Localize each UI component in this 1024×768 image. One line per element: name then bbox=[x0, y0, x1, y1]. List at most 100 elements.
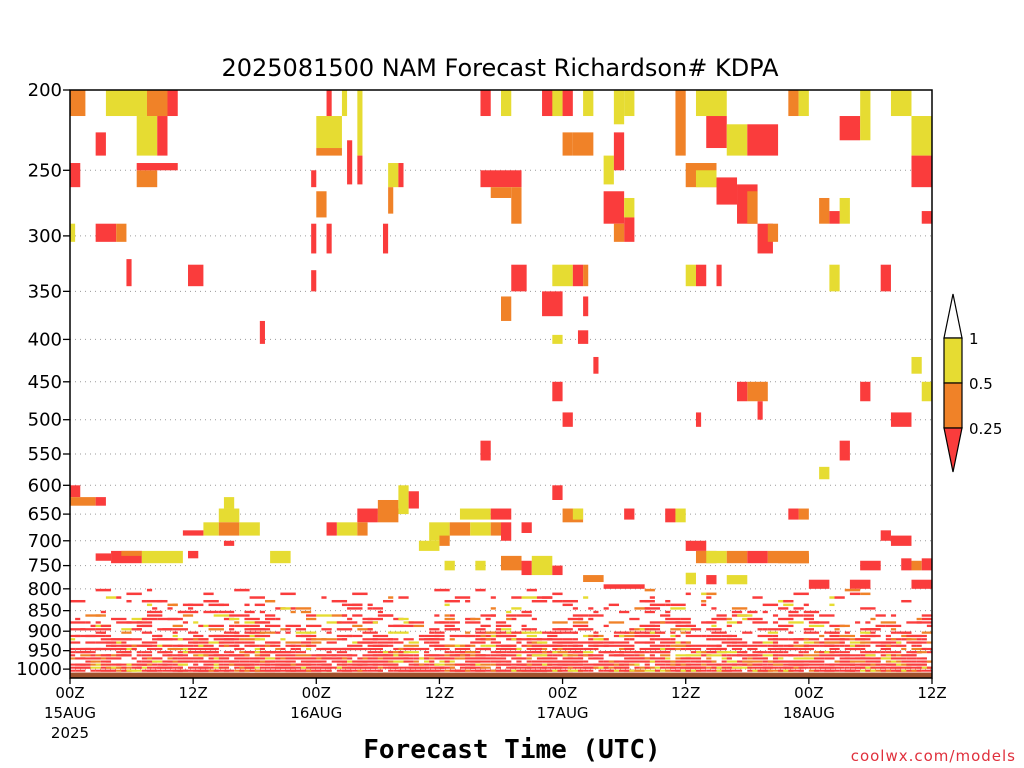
ri-cell-pbl bbox=[531, 617, 537, 621]
ri-cell-pbl bbox=[875, 669, 886, 672]
ri-cell-pbl bbox=[706, 596, 712, 599]
ri-cell-pbl bbox=[229, 660, 235, 663]
ri-cell-pbl bbox=[264, 663, 271, 666]
ri-cell bbox=[726, 124, 748, 156]
boundary-layer-cells bbox=[70, 588, 932, 675]
plot-area bbox=[69, 89, 933, 679]
ri-cell-pbl bbox=[306, 624, 322, 628]
ri-cell-pbl bbox=[275, 669, 281, 672]
ri-cell-pbl bbox=[634, 631, 640, 634]
ri-cell-pbl bbox=[424, 666, 430, 669]
ri-cell-pbl bbox=[706, 660, 712, 663]
ri-cell-pbl bbox=[813, 660, 820, 663]
ri-cell-pbl bbox=[583, 647, 594, 651]
ri-cell-pbl bbox=[275, 647, 281, 651]
ri-cell-pbl bbox=[480, 669, 486, 672]
ri-cell-pbl bbox=[264, 634, 271, 638]
ri-cell-pbl bbox=[742, 657, 748, 660]
ri-cell-pbl bbox=[480, 634, 486, 638]
ri-cell-pbl bbox=[788, 631, 794, 634]
ri-cell-pbl bbox=[80, 647, 91, 651]
ri-cell-pbl bbox=[634, 663, 640, 666]
ri-cell-pbl bbox=[244, 610, 255, 614]
ri-cell-pbl bbox=[126, 621, 142, 624]
ri-cell-pbl bbox=[249, 666, 255, 669]
ri-cell-pbl bbox=[290, 666, 296, 669]
ri-cell-pbl bbox=[424, 641, 430, 644]
ri-cell bbox=[839, 116, 861, 141]
ri-cell-pbl bbox=[429, 628, 440, 631]
ri-cell-pbl bbox=[331, 614, 348, 617]
ri-cell bbox=[490, 522, 501, 536]
ri-cell-pbl bbox=[706, 669, 712, 672]
ri-cell-pbl bbox=[347, 666, 353, 669]
ri-cell-pbl bbox=[511, 607, 522, 610]
ri-cell-pbl bbox=[890, 660, 897, 663]
ri-cell bbox=[849, 579, 871, 589]
ri-cell-pbl bbox=[285, 654, 296, 657]
ri-cell-pbl bbox=[752, 666, 768, 669]
ri-cell bbox=[665, 508, 676, 523]
ri-cell bbox=[675, 508, 686, 523]
ri-cell-pbl bbox=[583, 669, 589, 672]
ri-cell bbox=[105, 90, 147, 117]
ri-cell-pbl bbox=[567, 617, 584, 621]
ri-cell bbox=[357, 522, 368, 536]
ri-cell-pbl bbox=[311, 666, 317, 669]
ri-cell-pbl bbox=[439, 666, 445, 669]
ri-cell-pbl bbox=[839, 638, 850, 641]
ri-cell-pbl bbox=[870, 666, 876, 669]
ri-cell-pbl bbox=[141, 666, 147, 669]
ri-cell-pbl bbox=[649, 621, 666, 624]
ri-cell-pbl bbox=[911, 647, 927, 651]
ri-cell-pbl bbox=[603, 624, 609, 628]
ri-cell-pbl bbox=[111, 666, 117, 669]
ri-cell-pbl bbox=[280, 607, 291, 610]
colorbar-label: 1 bbox=[969, 330, 979, 348]
ri-cell-pbl bbox=[465, 634, 476, 638]
ri-cell-pbl bbox=[731, 663, 738, 666]
ri-cell-pbl bbox=[213, 614, 230, 617]
ri-cell-pbl bbox=[901, 647, 907, 651]
ri-cell-pbl bbox=[490, 654, 507, 657]
ri-cell bbox=[552, 485, 563, 500]
ri-cell-pbl bbox=[295, 654, 312, 657]
ri-cell-pbl bbox=[495, 624, 512, 628]
ri-cell-pbl bbox=[90, 660, 101, 663]
ri-cell-pbl bbox=[921, 617, 932, 621]
ri-cell-pbl bbox=[531, 647, 537, 651]
ri-cell-pbl bbox=[542, 657, 558, 660]
ri-cell bbox=[572, 508, 584, 520]
ri-cell-pbl bbox=[536, 638, 553, 641]
ri-cell-pbl bbox=[588, 654, 594, 657]
ri-cell-pbl bbox=[213, 651, 219, 654]
ri-cell-pbl bbox=[808, 621, 820, 624]
ri-cell-pbl bbox=[865, 631, 871, 634]
ri-cell bbox=[624, 508, 635, 520]
ri-cell-pbl bbox=[644, 588, 655, 592]
ri-cell-pbl bbox=[593, 644, 609, 647]
ri-cell bbox=[311, 223, 317, 254]
ri-cell bbox=[747, 550, 768, 564]
ri-cell-pbl bbox=[721, 660, 727, 663]
ri-cell bbox=[126, 259, 132, 287]
ri-cell-pbl bbox=[772, 654, 779, 657]
ri-cell-pbl bbox=[885, 651, 902, 654]
ri-cell-pbl bbox=[413, 660, 419, 663]
ri-cell-pbl bbox=[844, 666, 850, 669]
ri-cell-pbl bbox=[706, 638, 712, 641]
ri-cell-pbl bbox=[762, 603, 779, 607]
ri-cell bbox=[726, 550, 748, 564]
ri-cell-pbl bbox=[444, 666, 455, 669]
ri-cell-pbl bbox=[706, 654, 722, 657]
ri-cell-pbl bbox=[136, 660, 142, 663]
y-tick-label: 200 bbox=[28, 80, 62, 101]
ri-cell-pbl bbox=[783, 599, 794, 603]
ri-cell-pbl bbox=[788, 647, 794, 651]
ri-cell-pbl bbox=[695, 647, 702, 651]
ri-cell-pbl bbox=[105, 654, 112, 657]
ri-cell-pbl bbox=[670, 666, 676, 669]
ri-cell-pbl bbox=[567, 641, 578, 644]
ri-cell-pbl bbox=[711, 607, 717, 610]
ri-cell bbox=[326, 223, 332, 254]
